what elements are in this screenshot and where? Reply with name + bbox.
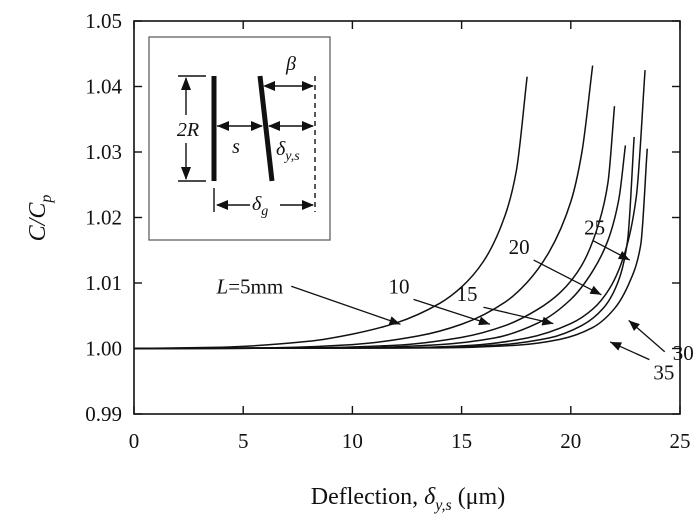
dim-s-arrow-right: [251, 121, 263, 131]
dim-deflection-arrow-right: [302, 121, 314, 131]
dim-gap-symbol: δ: [252, 193, 262, 215]
dim-deflection-symbol: δ: [276, 138, 286, 160]
annotation-label-5: 30: [673, 341, 694, 365]
dim-gap-sub: g: [261, 204, 268, 219]
series-line-6: [133, 148, 648, 350]
dim-2r-label: 2R: [177, 119, 199, 141]
dim-2r-arrow-up: [181, 77, 191, 90]
dim-beta-arrow-right: [302, 81, 314, 91]
x-tick-labels: 0 5 10 15 20 25: [129, 429, 691, 453]
annotation-label-L: L: [216, 274, 229, 298]
x-tick-label: 5: [238, 429, 249, 453]
series-lines: [133, 65, 648, 350]
annotation-label-rest: =5mm: [228, 274, 283, 298]
annotation-arrow-head: [628, 320, 640, 331]
annotation-arrow-line: [291, 285, 401, 325]
inset-schematic: 2R s δy,s β δg: [148, 36, 331, 241]
x-axis-title-main: Deflection,: [311, 484, 424, 510]
x-axis-title-sub: y,s: [433, 497, 451, 514]
x-axis-title-symbol: δ: [424, 484, 436, 510]
annotation-label-2: 15: [456, 282, 477, 306]
y-tick-label: 1.04: [85, 75, 122, 99]
deflected-electrode: [257, 75, 275, 182]
y-tick-labels: 0.99 1.00 1.01 1.02 1.03 1.04 1.05: [85, 9, 122, 426]
y-tick-label: 1.00: [85, 337, 122, 361]
y-tick-label: 1.02: [85, 206, 122, 230]
dim-gap-label: δg: [252, 193, 268, 219]
x-tick-label: 15: [451, 429, 472, 453]
y-tick-label: 1.03: [85, 140, 122, 164]
x-tick-label: 20: [560, 429, 581, 453]
dim-deflection-arrow-left: [268, 121, 280, 131]
dim-2r-label-bg: [174, 115, 200, 143]
y-tick-label: 0.99: [85, 402, 122, 426]
annotation-arrow-line: [533, 259, 602, 296]
annotation-label-4: 25: [584, 215, 605, 239]
x-axis-title: Deflection, δy,s (μm): [311, 484, 505, 514]
dim-2r-arrow-down: [181, 167, 191, 180]
y-axis-title-main: C/C: [25, 202, 51, 242]
x-axis-title-unit: (μm): [452, 484, 506, 510]
annotation-arrow-head: [541, 316, 554, 326]
dim-gap-arrow-right: [302, 200, 314, 210]
annotation-label-3: 20: [509, 235, 530, 259]
dim-deflection-sub: y,s: [283, 149, 300, 164]
annotation-arrow-head: [617, 250, 630, 261]
annotation-arrow-head: [589, 285, 602, 295]
series-line-0: [133, 76, 528, 350]
y-tick-label: 1.05: [85, 9, 122, 33]
dim-beta-label: β: [285, 53, 296, 75]
annotation-arrow-line: [413, 298, 491, 325]
axis-ticks: [133, 20, 681, 415]
annotation-label-1: 10: [389, 274, 410, 298]
dim-gap-label-bg: [250, 188, 280, 218]
dim-beta-arrow-left: [263, 81, 275, 91]
dim-s-arrow-left: [217, 121, 229, 131]
x-tick-label: 0: [129, 429, 140, 453]
annotation-arrow-head: [388, 316, 401, 325]
x-tick-label: 25: [670, 429, 691, 453]
dim-gap-arrow-left: [216, 200, 228, 210]
annotation-arrow-line: [483, 306, 554, 325]
annotation-arrow-head: [478, 316, 490, 326]
y-tick-label: 1.01: [85, 271, 122, 295]
annotation-label-0: L=5mm: [216, 274, 284, 298]
y-axis-title: C/Cp: [25, 195, 55, 242]
x-tick-label: 10: [342, 429, 363, 453]
annotation-arrow-head: [610, 341, 622, 351]
dim-s-label: s: [232, 136, 240, 158]
dim-deflection-label: δy,s: [276, 138, 300, 164]
annotation-label-6: 35: [653, 361, 674, 385]
y-axis-title-sub: p: [38, 195, 55, 204]
